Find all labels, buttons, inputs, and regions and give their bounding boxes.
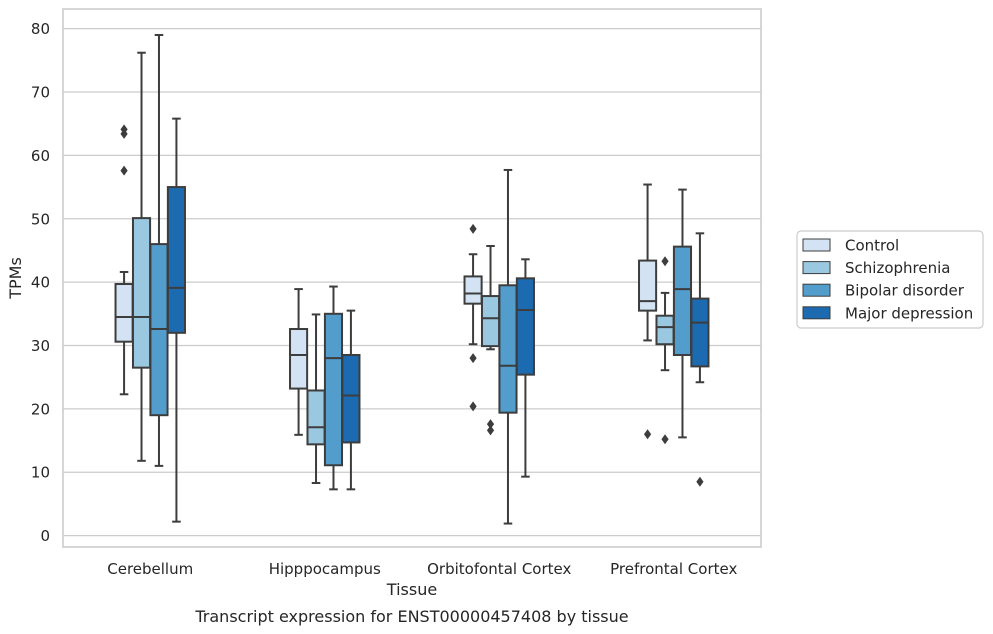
outlier-point [120,124,128,135]
box-control-2 [463,223,483,412]
box-iqr [289,328,309,390]
y-axis-label: TPMs [6,257,25,300]
box-iqr [131,217,152,369]
box-iqr [515,277,535,376]
figure-caption: Transcript expression for ENST0000045740… [194,607,628,626]
y-tick-label: 50 [31,210,50,228]
legend-label: Schizophrenia [845,259,950,277]
box-iqr [114,283,134,343]
x-tick-labels: Cerebellum Hipppocampus Orbitofontal Corte… [107,560,737,578]
box-schizophrenia-3 [655,256,675,445]
legend-box [796,230,984,329]
box-bipolar-disorder-1 [323,285,344,491]
box-schizophrenia-1 [306,313,326,484]
box-iqr [463,275,483,305]
legend-swatch [802,261,831,275]
outlier-point [469,353,477,364]
y-tick-label: 40 [31,274,50,292]
legend-swatch [802,306,831,320]
y-tick-label: 60 [31,147,50,165]
x-tick-label: Prefrontal Cortex [610,560,737,578]
box-major-depression-0 [166,117,186,523]
box-iqr [323,312,344,467]
box-schizophrenia-2 [480,244,501,436]
legend-label: Major depression [845,304,973,322]
box-iqr [341,353,361,444]
legend-swatch [802,238,831,252]
legend-swatch [802,283,831,297]
plot-frame [62,8,762,548]
legend-label: Control [845,237,899,255]
box-control-3 [638,183,658,440]
outlier-point [469,401,477,412]
x-tick-label: Orbitofontal Cortex [427,560,571,578]
y-tick-label: 80 [31,20,50,38]
outlier-point [696,476,704,487]
outlier-point [643,429,652,440]
box-iqr [166,186,186,334]
box-iqr [672,245,693,356]
box-bipolar-disorder-0 [149,33,169,467]
box-control-1 [289,288,309,436]
y-tick-label: 0 [40,527,50,545]
outlier-point [661,434,669,445]
y-tick-labels: 0 10 20 30 40 50 60 70 80 [31,20,50,545]
box-iqr [498,284,518,414]
box-major-depression-2 [515,258,535,478]
box-bipolar-disorder-2 [498,168,518,525]
outlier-point [469,223,477,234]
y-tick-label: 20 [31,400,50,418]
x-axis-label: Tissue [386,580,437,599]
box-iqr [690,297,710,368]
legend-label: Bipolar disorder [845,282,965,300]
y-tick-label: 30 [31,337,50,355]
box-control-0 [114,124,134,396]
box-layer [114,33,710,525]
legend: Control Schizophrenia Bipolar disorder Majo… [796,230,984,329]
outlier-point [486,425,495,436]
x-tick-label: Hipppocampus [269,560,381,578]
outlier-point [120,165,128,176]
box-major-depression-1 [341,309,361,491]
outlier-point [486,419,495,430]
outlier-point [661,256,669,267]
box-iqr [638,259,658,312]
box-bipolar-disorder-3 [672,188,693,439]
box-iqr [655,314,675,346]
box-iqr [480,295,501,348]
box-schizophrenia-0 [131,51,152,462]
box-iqr [306,389,326,446]
x-tick-label: Cerebellum [107,560,193,578]
y-tick-label: 70 [31,84,50,102]
y-tick-label: 10 [31,464,50,482]
box-major-depression-3 [690,232,710,487]
